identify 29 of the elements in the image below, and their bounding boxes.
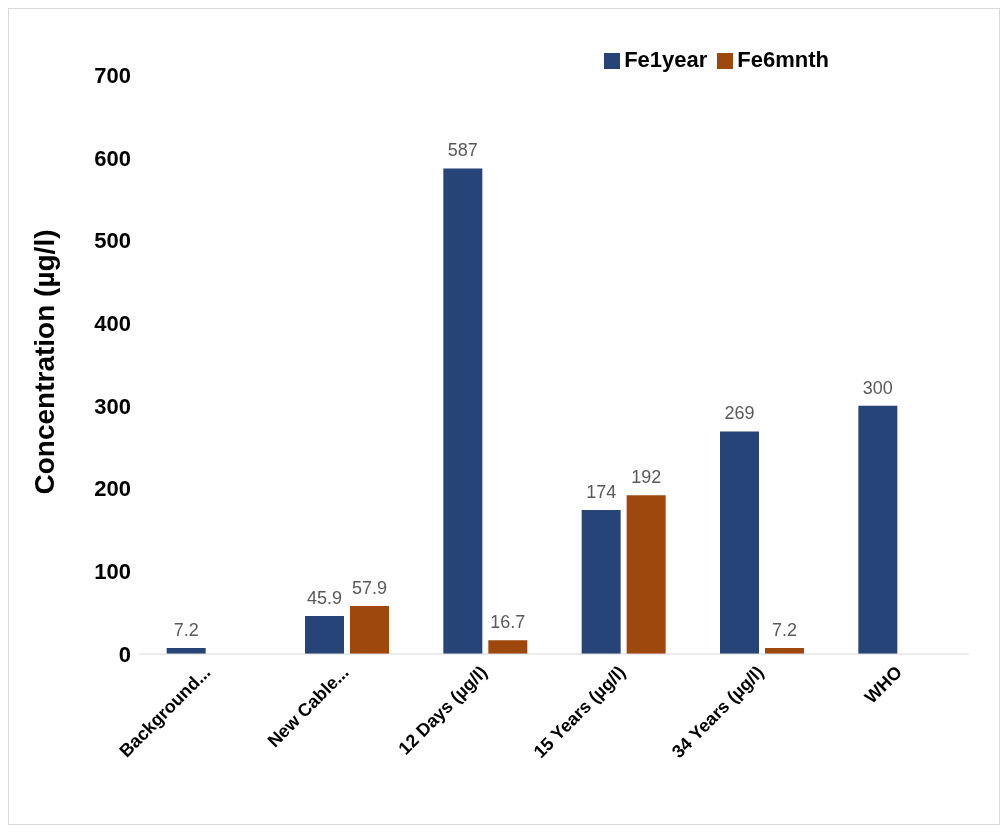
y-tick-label: 100	[94, 559, 131, 585]
data-label: 45.9	[306, 588, 343, 609]
data-label: 192	[631, 467, 662, 488]
legend-label: Fe1year	[624, 47, 708, 72]
bar	[720, 431, 759, 654]
y-axis-title: Concentration (µg/l)	[28, 229, 60, 495]
y-tick-label: 300	[94, 393, 131, 419]
data-label: 587	[447, 140, 478, 161]
y-tick-label: 600	[94, 145, 131, 171]
data-label: 7.2	[173, 620, 199, 641]
bar	[305, 616, 344, 654]
data-label: 57.9	[351, 578, 388, 599]
legend-label: Fe6mnth	[737, 47, 829, 72]
y-tick-label: 500	[94, 228, 131, 254]
y-tick-label: 700	[94, 62, 131, 88]
y-tick-label: 400	[94, 310, 131, 336]
bar	[488, 640, 528, 654]
y-tick-label: 0	[118, 641, 131, 667]
data-label: 300	[862, 377, 893, 398]
data-label: 16.7	[490, 612, 526, 633]
bar	[350, 606, 389, 654]
bar	[581, 510, 621, 654]
data-label: 7.2	[771, 620, 798, 641]
bar	[858, 405, 898, 654]
data-label: 174	[586, 482, 617, 503]
data-label: 269	[724, 403, 755, 424]
bar	[443, 168, 483, 654]
y-tick-label: 200	[94, 476, 131, 502]
bar	[626, 495, 666, 654]
